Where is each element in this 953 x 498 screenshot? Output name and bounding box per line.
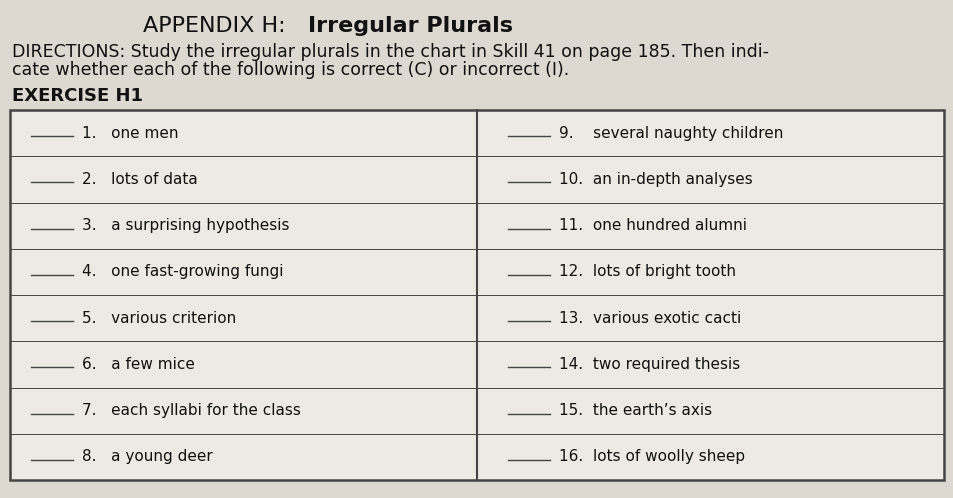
Text: 6.   a few mice: 6. a few mice [82, 357, 194, 372]
FancyBboxPatch shape [10, 110, 943, 480]
Text: EXERCISE H1: EXERCISE H1 [12, 87, 143, 105]
Text: 1.   one men: 1. one men [82, 125, 178, 140]
Text: 7.   each syllabi for the class: 7. each syllabi for the class [82, 403, 300, 418]
Text: 16.  lots of woolly sheep: 16. lots of woolly sheep [558, 449, 744, 464]
Text: 13.  various exotic cacti: 13. various exotic cacti [558, 311, 740, 326]
Text: Irregular Plurals: Irregular Plurals [308, 16, 513, 36]
Text: 2.   lots of data: 2. lots of data [82, 172, 197, 187]
Text: 12.  lots of bright tooth: 12. lots of bright tooth [558, 264, 735, 279]
Text: 9.    several naughty children: 9. several naughty children [558, 125, 782, 140]
Text: 4.   one fast-growing fungi: 4. one fast-growing fungi [82, 264, 283, 279]
Text: DIRECTIONS: Study the irregular plurals in the chart in Skill 41 on page 185. Th: DIRECTIONS: Study the irregular plurals … [12, 43, 768, 61]
Text: 14.  two required thesis: 14. two required thesis [558, 357, 740, 372]
Text: 10.  an in-depth analyses: 10. an in-depth analyses [558, 172, 752, 187]
Text: 3.   a surprising hypothesis: 3. a surprising hypothesis [82, 218, 289, 233]
Text: 15.  the earth’s axis: 15. the earth’s axis [558, 403, 711, 418]
Text: 5.   various criterion: 5. various criterion [82, 311, 236, 326]
Text: cate whether each of the following is correct (C) or incorrect (I).: cate whether each of the following is co… [12, 61, 569, 79]
Text: APPENDIX H:: APPENDIX H: [143, 16, 299, 36]
Text: 11.  one hundred alumni: 11. one hundred alumni [558, 218, 746, 233]
Text: 8.   a young deer: 8. a young deer [82, 449, 213, 464]
